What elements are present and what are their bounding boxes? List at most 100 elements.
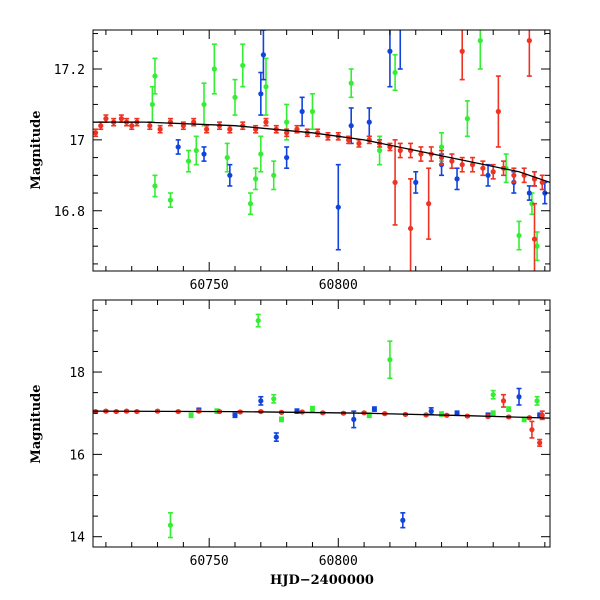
model-line [93,121,550,184]
green-data-point [193,147,199,154]
red-data-point [537,440,543,446]
red-data-point [418,151,424,157]
y-tick-label: 14 [69,531,85,546]
green-data-point [152,183,158,189]
bottom-panel-frame [92,299,551,548]
red-data-point [147,123,153,129]
green-data-point [247,201,254,207]
blue-data-point [371,406,378,412]
green-data-point [167,197,174,203]
x-axis-label: HJD−2400000 [270,573,374,588]
red-data-point [449,158,455,164]
red-data-point [397,147,403,154]
green-data-point [255,317,261,324]
green-data-point [271,172,277,178]
red-data-point [180,123,186,129]
blue-data-point [348,123,354,129]
blue-data-point [273,434,279,440]
green-data-point [438,411,445,417]
red-data-point [469,162,476,168]
top-panel: 60750 60800 16.8 17 17.2 Magnitude [29,24,551,293]
blue-data-point [413,179,419,185]
red-data-point [103,116,109,122]
green-data-point [516,232,522,239]
red-data-point [356,140,362,147]
red-data-point [157,126,163,132]
red-data-point [490,169,496,175]
red-data-point [459,162,465,168]
red-data-point [98,123,104,129]
green-data-point [185,158,192,164]
red-data-point [227,126,233,132]
green-data-point [506,406,512,412]
y-tick-label: 17 [69,134,85,149]
red-data-point [407,225,414,232]
bottom-y-axis-label: Magnitude [29,384,44,463]
green-data-point [253,176,259,182]
green-data-point [149,101,155,108]
green-data-point [521,416,527,422]
red-data-point [129,123,135,129]
green-data-point [263,84,269,90]
red-data-point [529,427,535,433]
green-data-point [534,398,540,404]
blue-data-point [351,416,357,422]
bottom-panel: 60750 60800 14 16 18 Magnitude HJD−2400000 [29,299,551,588]
green-data-point [188,412,194,418]
green-data-point [211,66,217,72]
green-data-point [278,416,285,422]
blue-data-point [366,119,372,125]
green-data-point [240,62,246,69]
blue-data-point [526,190,532,196]
blue-data-point [387,48,393,54]
green-data-point [309,108,316,115]
y-tick-label: 16 [69,448,85,463]
blue-data-point [258,91,264,97]
green-data-point [534,243,540,249]
green-data-point [284,119,290,125]
model-line [93,410,550,419]
blue-data-point [428,408,434,414]
red-data-point [167,119,174,125]
green-data-point [392,69,398,76]
green-data-point [348,80,354,86]
blue-data-point [398,24,403,29]
blue-data-point [258,398,264,404]
blue-data-point [542,190,548,196]
red-data-point [539,412,545,418]
red-data-point [511,172,517,178]
blue-data-point [454,176,460,182]
green-data-point [167,522,174,528]
green-data-point [529,201,535,207]
green-data-point [258,151,264,157]
green-data-point [438,144,445,150]
green-data-point [271,396,277,402]
x-tick-label: 60800 [319,278,358,293]
red-data-point [539,179,545,185]
blue-data-point [454,410,460,416]
red-data-point [426,201,432,207]
green-data-point [387,357,393,363]
green-data-point [490,410,496,416]
red-data-point [495,108,501,115]
blue-data-point [335,204,341,210]
blue-data-point [284,154,290,161]
blue-data-point [516,394,522,400]
green-data-point [490,392,496,398]
red-data-point [480,165,486,171]
blue-data-point [175,144,181,150]
red-data-point [204,126,210,132]
x-tick-label: 60750 [190,554,229,569]
green-data-point [477,38,483,44]
y-tick-label: 18 [69,366,85,381]
blue-data-point [485,172,491,178]
blue-data-point [227,172,233,178]
red-data-point [263,119,269,125]
blue-data-point [232,412,238,418]
green-data-point [224,154,230,161]
green-data-point [309,406,316,412]
green-data-point [464,116,470,122]
green-data-point [152,73,158,79]
red-data-point [118,116,125,122]
